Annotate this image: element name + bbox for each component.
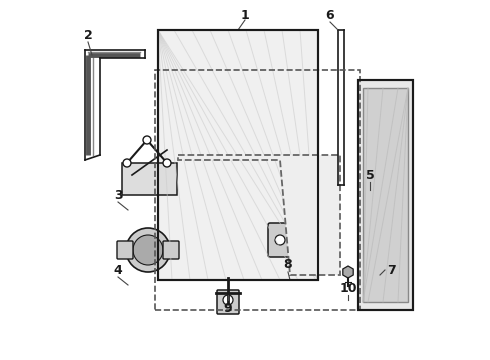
- Bar: [358, 80, 413, 310]
- Circle shape: [223, 295, 233, 305]
- Circle shape: [163, 159, 171, 167]
- Bar: [122, 163, 177, 195]
- Circle shape: [133, 235, 163, 265]
- FancyBboxPatch shape: [117, 241, 133, 259]
- Text: 8: 8: [284, 258, 293, 271]
- Circle shape: [123, 159, 131, 167]
- Circle shape: [126, 228, 170, 272]
- Text: 6: 6: [326, 9, 334, 22]
- Text: 5: 5: [366, 168, 374, 181]
- Bar: [363, 88, 408, 302]
- FancyBboxPatch shape: [163, 241, 179, 259]
- Bar: [358, 80, 413, 310]
- FancyBboxPatch shape: [217, 290, 239, 314]
- Polygon shape: [178, 155, 340, 275]
- Text: 9: 9: [224, 302, 232, 315]
- Text: 10: 10: [339, 282, 357, 294]
- Text: 1: 1: [241, 9, 249, 22]
- Circle shape: [295, 235, 305, 245]
- Polygon shape: [158, 30, 318, 280]
- Text: 2: 2: [84, 28, 93, 41]
- Text: 7: 7: [388, 264, 396, 276]
- Text: 3: 3: [114, 189, 122, 202]
- Circle shape: [275, 235, 285, 245]
- FancyBboxPatch shape: [268, 223, 312, 257]
- Circle shape: [143, 136, 151, 144]
- Text: 4: 4: [114, 264, 122, 276]
- Bar: [155, 70, 360, 310]
